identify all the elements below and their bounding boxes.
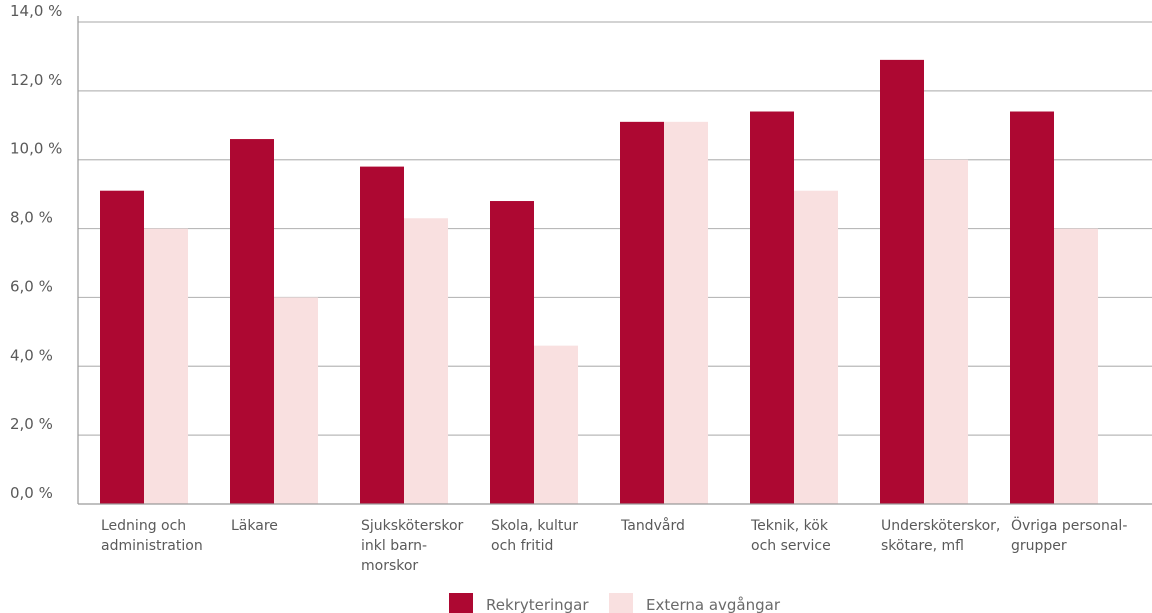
bar-externa-avgangar: [274, 297, 318, 504]
y-tick-label: 8,0 %: [10, 209, 53, 227]
bar-externa-avgangar: [1054, 228, 1098, 505]
bar-externa-avgangar: [664, 121, 708, 504]
category-label-line: Övriga personal-: [1011, 516, 1127, 534]
axes: [77, 16, 1152, 505]
bar-rekryteringar: [360, 166, 404, 504]
category-label-line: Teknik, kök: [750, 518, 829, 534]
bars: [100, 59, 1098, 505]
category-label-line: och fritid: [491, 538, 553, 554]
category-label-line: Undersköterskor,: [881, 518, 1000, 534]
y-tick-label: 12,0 %: [10, 71, 62, 89]
y-tick-label: 10,0 %: [10, 140, 62, 158]
category-label: Ledning och administration: [101, 518, 203, 554]
bar-rekryteringar: [1010, 111, 1054, 504]
category-label: Teknik, kök och service: [750, 518, 831, 554]
category-label-line: Skola, kultur: [491, 518, 578, 534]
category-label-line: grupper: [1011, 538, 1067, 554]
category-label: Tandvård: [620, 517, 685, 534]
bar-externa-avgangar: [534, 345, 578, 504]
category-label: Undersköterskor, skötare, mfl: [881, 518, 1000, 554]
bar-externa-avgangar: [144, 228, 188, 505]
bar-rekryteringar: [620, 121, 664, 504]
legend-swatch: [609, 593, 633, 613]
bar-rekryteringar: [880, 59, 924, 504]
category-label-line: morskor: [361, 558, 418, 574]
y-tick-label: 0,0 %: [10, 484, 53, 502]
legend-label: Rekryteringar: [486, 596, 589, 613]
category-label-line: skötare, mfl: [881, 538, 964, 554]
legend: Rekryteringar Externa avgångar: [449, 593, 781, 613]
y-tick-label: 2,0 %: [10, 415, 53, 433]
bar-externa-avgangar: [404, 218, 448, 504]
bar-rekryteringar: [490, 201, 534, 504]
category-label: Sjuksköterskor inkl barn-morskor: [361, 518, 464, 574]
category-label-line: Läkare: [231, 518, 278, 534]
y-axis-tick-labels: 0,0 % 2,0 % 4,0 % 6,0 % 8,0 % 10,0 % 12,0 % 14,…: [10, 2, 62, 502]
y-tick-label: 6,0 %: [10, 277, 53, 295]
category-label: Skola, kultur och fritid: [491, 518, 578, 554]
legend-label: Externa avgångar: [646, 596, 781, 613]
y-tick-label: 14,0 %: [10, 2, 62, 20]
x-axis-category-labels: Ledning och administration Läkare Sjuksköte…: [101, 516, 1127, 574]
bar-rekryteringar: [230, 139, 274, 505]
category-label-line: inkl barn-: [361, 538, 427, 554]
bar-rekryteringar: [100, 190, 144, 504]
category-label: Läkare: [231, 518, 278, 534]
bar-externa-avgangar: [794, 190, 838, 504]
y-tick-label: 4,0 %: [10, 346, 53, 364]
bar-rekryteringar: [750, 111, 794, 504]
category-label-line: administration: [101, 538, 203, 554]
category-label-line: Sjuksköterskor: [361, 518, 464, 534]
category-label-line: Ledning och: [101, 518, 186, 534]
category-label-line: och service: [751, 538, 831, 554]
legend-swatch: [449, 593, 473, 613]
category-label-line: Tandvård: [620, 517, 685, 534]
bar-externa-avgangar: [924, 159, 968, 504]
category-label: Övriga personal-grupper: [1011, 516, 1127, 554]
